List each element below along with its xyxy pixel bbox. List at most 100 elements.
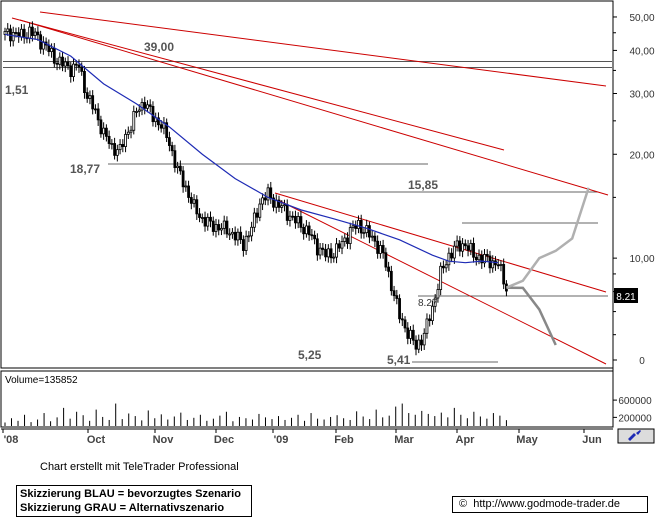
candle-body: [74, 63, 78, 66]
candle-body: [143, 102, 147, 109]
y-tick-label: 20,00: [629, 150, 654, 161]
legend-grey-scenario: Skizzierung GRAU = Alternativszenario: [20, 502, 225, 514]
candle-body: [400, 318, 404, 321]
candle-body: [354, 225, 358, 229]
moving-average-line: [4, 33, 499, 264]
candle-body: [310, 234, 314, 237]
candle-body: [22, 28, 26, 39]
copyright-link[interactable]: © http://www.godmode-trader.de: [452, 496, 648, 513]
candle-body: [192, 199, 196, 204]
candle-body: [80, 66, 84, 72]
x-tick-label: Nov: [153, 434, 175, 446]
scenario-paths: [505, 187, 590, 346]
candle-body: [77, 64, 81, 68]
candle-body: [389, 270, 393, 292]
candle-body: [461, 243, 464, 252]
candle-body: [6, 28, 10, 32]
candle-body: [340, 241, 344, 249]
candle-body: [124, 133, 127, 147]
candle-body: [104, 127, 108, 137]
candle-body: [409, 329, 412, 339]
candle-body: [441, 265, 445, 269]
candle-body: [395, 295, 399, 299]
candle-body: [458, 240, 462, 252]
copyright-icon: ©: [459, 498, 468, 510]
candle-body: [463, 243, 467, 247]
candle-body: [126, 131, 130, 135]
scenario-legend: Skizzierung BLAU = bevorzugtes Szenario …: [16, 485, 252, 517]
y-tick-label: 40,00: [629, 46, 654, 57]
candle-body: [315, 238, 319, 256]
candle-body: [502, 264, 506, 285]
chart-credit: Chart erstellt mit TeleTrader Profession…: [40, 461, 239, 473]
volume-label-bg: [2, 372, 76, 385]
candle-body: [222, 220, 226, 229]
candle-body: [178, 165, 182, 172]
candle-body: [288, 215, 292, 221]
candle-body: [20, 28, 23, 38]
candle-body: [209, 216, 212, 222]
candle-body: [368, 225, 371, 238]
trend-line: [274, 192, 607, 293]
x-tick-label: '08: [4, 434, 19, 446]
x-tick-labels: '08 Oct Nov Dec '09 Feb Mar Apr May Jun: [2, 429, 602, 446]
x-tick-label: Jun: [582, 434, 602, 446]
x-tick-label: Feb: [334, 434, 354, 446]
x-tick-label: Mar: [394, 434, 414, 446]
candle-body: [167, 137, 171, 146]
candle-body: [165, 122, 169, 139]
candle-body: [91, 95, 95, 110]
candle-body: [496, 264, 500, 267]
candle-body: [444, 264, 448, 269]
candle-body: [50, 47, 53, 53]
candle-body: [118, 144, 122, 151]
candle-body: [203, 217, 207, 227]
candle-body: [137, 109, 141, 112]
candle-body: [140, 102, 144, 111]
candle-body: [236, 231, 240, 241]
candle-body: [195, 199, 199, 215]
y-tick-labels: 50,00 40,00 30,00 20,00 10,00 0 600000 200000: [613, 13, 655, 424]
y-tick-label: 50,00: [629, 13, 654, 24]
candle-body: [255, 212, 259, 218]
candle-body: [447, 252, 451, 266]
candle-body: [477, 254, 481, 261]
candle-body: [189, 197, 193, 204]
candle-body: [220, 227, 223, 231]
candle-body: [72, 63, 75, 78]
candle-body: [211, 220, 215, 232]
candle-body: [94, 108, 97, 111]
y-tick-label: 10,00: [629, 254, 654, 265]
candle-body: [173, 150, 177, 169]
trend-line: [19, 19, 609, 196]
candle-body: [455, 240, 459, 247]
candle-body: [206, 216, 210, 227]
candle-body: [61, 56, 64, 67]
candle-body: [231, 231, 234, 235]
volume-bars: [4, 403, 507, 426]
candle-body: [294, 215, 297, 224]
candle-body: [351, 225, 355, 229]
candle-body: [491, 260, 495, 269]
candle-body: [362, 232, 366, 235]
candle-body: [214, 224, 218, 232]
candle-body: [233, 231, 237, 241]
candle-body: [425, 318, 429, 334]
candle-body: [324, 249, 327, 258]
candle-body: [115, 149, 119, 156]
chart-settings-button[interactable]: [617, 428, 655, 444]
candle-body: [263, 197, 267, 201]
level-annotation: 39,00: [144, 40, 174, 54]
candle-body: [277, 199, 281, 208]
candle-body: [406, 327, 410, 339]
trend-line: [39, 11, 607, 87]
candle-body: [329, 248, 333, 259]
candle-body: [176, 165, 180, 169]
candle-body: [466, 245, 470, 251]
current-price-box: [614, 288, 638, 303]
candle-body: [335, 243, 338, 258]
candle-body: [269, 187, 273, 199]
candle-body: [302, 227, 306, 235]
candle-body: [148, 104, 152, 107]
candle-body: [346, 237, 349, 244]
